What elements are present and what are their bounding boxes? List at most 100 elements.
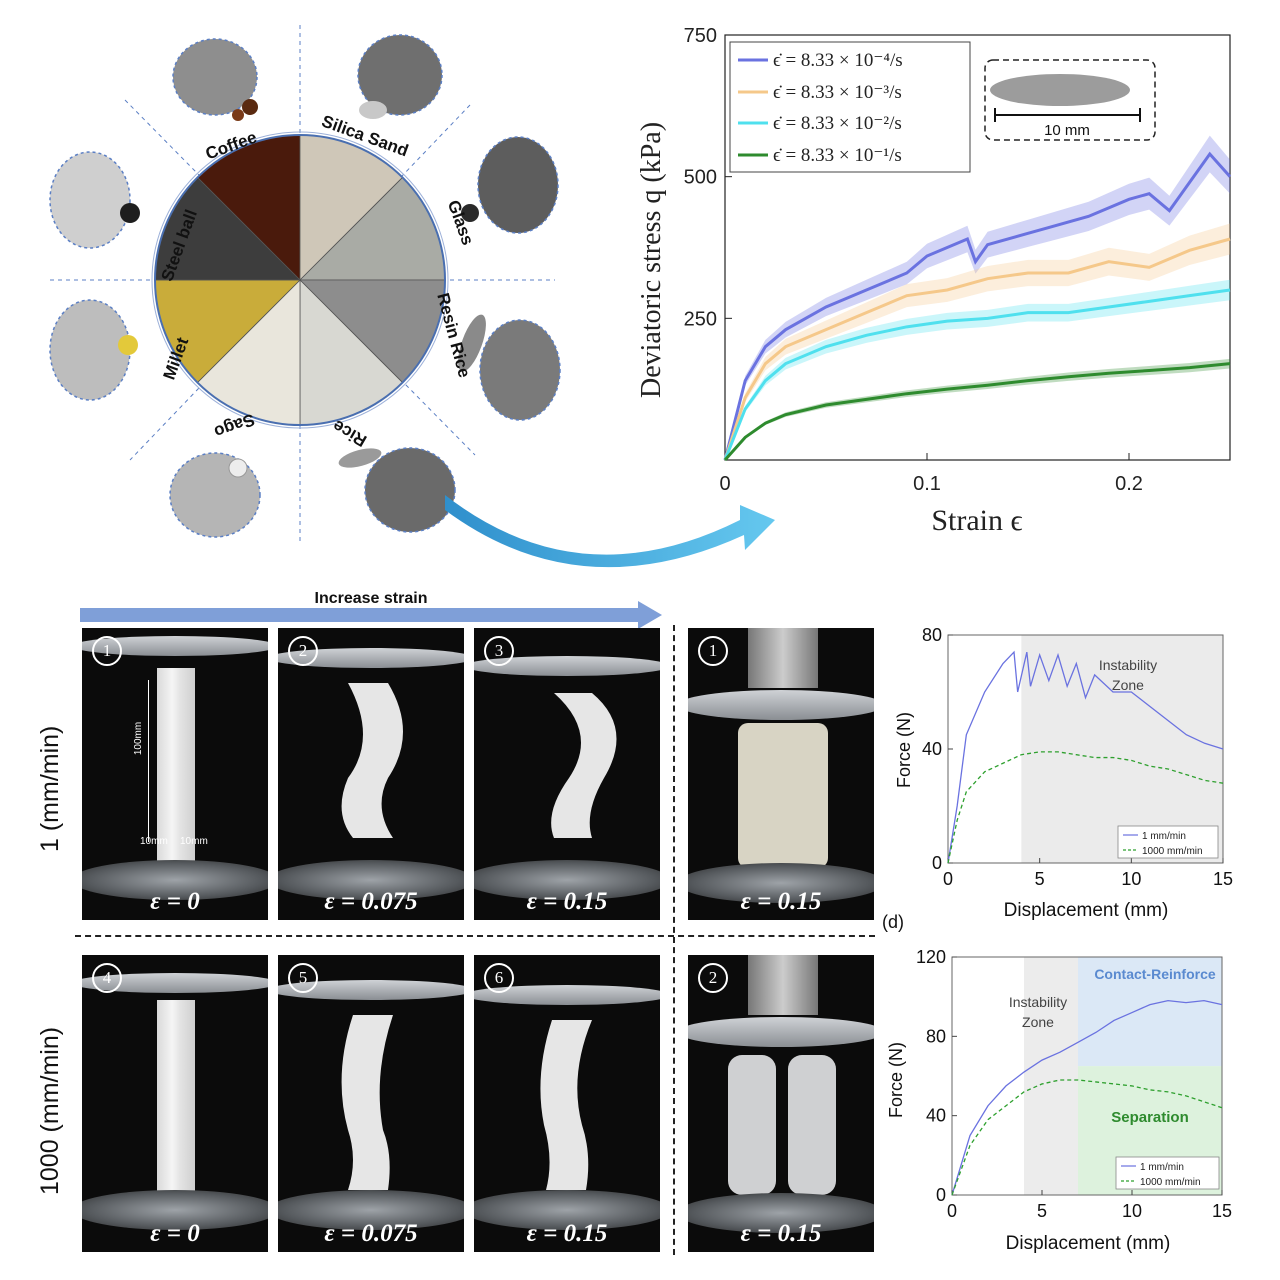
photo-panel-6: 6 ε = 0.15: [474, 955, 660, 1252]
stress-x-tick: 0.2: [1115, 473, 1143, 495]
resin-sem-image: [479, 319, 561, 421]
force-y-tick: 80: [922, 625, 942, 645]
stress-xlabel: Strain ϵ: [931, 504, 1022, 537]
legend-item-4: ϵ̇ = 8.33 × 10⁻¹/s: [773, 145, 902, 166]
photo-panel-5: 5 ε = 0.075: [278, 955, 464, 1252]
panel-number: 1: [92, 636, 122, 666]
fb-contact-label: Contact-Reinforce: [1094, 966, 1216, 982]
ft-annotation-1: Instability: [1099, 657, 1157, 673]
force-y-tick: 80: [926, 1026, 946, 1046]
panel-strain: ε = 0: [150, 1220, 200, 1247]
svg-text:1000 mm/min: 1000 mm/min: [1140, 1177, 1201, 1188]
stress-strain-chart: 0 0.1 0.2 250 500 750 Deviatoric stress q (kP…: [636, 25, 1232, 537]
millet-sem-image: [49, 299, 131, 401]
side-photo-panel-2: 2 ε = 0.15: [688, 955, 874, 1252]
force-x-tick: 5: [1037, 1201, 1047, 1221]
ft-ylabel: Force (N): [894, 712, 914, 788]
fb-xlabel: Displacement (mm): [1006, 1233, 1171, 1254]
svg-text:1 mm/min: 1 mm/min: [1142, 831, 1186, 842]
svg-text:1000 mm/min: 1000 mm/min: [1142, 846, 1203, 857]
row-label-1: 1 (mm/min): [36, 725, 64, 852]
force-x-tick: 15: [1212, 1201, 1232, 1221]
force-chart-bottom: 0 5 10 15 0 40 80 120 Contact-Reinforce Instabi…: [886, 947, 1232, 1254]
stress-x-tick: 0: [719, 473, 730, 495]
stress-series-2: [723, 237, 1231, 461]
force-y-tick: 0: [932, 853, 942, 873]
legend-item-3: ϵ̇ = 8.33 × 10⁻²/s: [773, 113, 902, 134]
panel-strain: ε = 0.15: [740, 1220, 822, 1247]
force-chart-top: 0 5 10 15 0 40 80 Instability Zone Force (N) D…: [894, 625, 1233, 921]
vertical-divider: [673, 625, 675, 1255]
rice-sem-image: [364, 447, 456, 533]
photo-panel-4: 4 ε = 0: [82, 955, 268, 1252]
photo-panel-2: 2 ε = 0.075: [278, 628, 464, 920]
materials-wheel: Coffee Silica Sand Glass Resin Rice Rice…: [49, 25, 561, 545]
silica-sem-image: [357, 34, 443, 116]
stress-y-tick: 750: [684, 25, 717, 47]
fb-separation-label: Separation: [1111, 1109, 1189, 1126]
stress-y-tick: 500: [684, 167, 717, 189]
fb-instab-label-2: Zone: [1022, 1014, 1054, 1030]
force-x-tick: 5: [1035, 869, 1045, 889]
wheel-label-sago: Sago: [212, 410, 258, 442]
panel-number: 4: [92, 963, 122, 993]
panel-number: 5: [288, 963, 318, 993]
svg-text:1 mm/min: 1 mm/min: [1140, 1162, 1184, 1173]
panel-strain: ε = 0.15: [526, 888, 608, 915]
photo-panel-3: 3 ε = 0.15: [474, 628, 660, 920]
row-label-2: 1000 (mm/min): [36, 1026, 64, 1195]
force-y-tick: 120: [916, 947, 946, 967]
coffee-sem-image: [172, 38, 258, 116]
panel-strain: ε = 0: [150, 888, 200, 915]
grain-inset: 10 mm: [984, 59, 1156, 141]
ft-annotation-2: Zone: [1112, 677, 1144, 693]
fb-legend: 1 mm/min 1000 mm/min: [1115, 1156, 1220, 1190]
increase-strain-arrow: Increase strain: [80, 590, 662, 629]
glass-sem-image: [477, 136, 559, 234]
fb-instab-label-1: Instability: [1009, 994, 1067, 1010]
force-series-1: [951, 999, 1223, 1196]
panel-strain: ε = 0.075: [324, 888, 418, 915]
stress-series-4: [723, 362, 1231, 461]
stress-x-tick: 0.1: [913, 473, 941, 495]
side-photo-panel-1: 1 ε = 0.15: [688, 628, 874, 920]
horizontal-divider: [75, 935, 875, 937]
panel-strain: ε = 0.075: [324, 1220, 418, 1247]
panel-number: 1: [698, 636, 728, 666]
force-x-tick: 10: [1121, 869, 1141, 889]
panel-strain: ε = 0.15: [526, 1220, 608, 1247]
force-y-tick: 40: [922, 739, 942, 759]
force-y-tick: 0: [936, 1185, 946, 1205]
force-x-tick: 0: [943, 869, 953, 889]
stress-y-tick: 250: [684, 308, 717, 330]
legend-item-2: ϵ̇ = 8.33 × 10⁻³/s: [773, 82, 902, 103]
panel-number: 6: [484, 963, 514, 993]
photo-panel-1: 100mm 10mm 10mm 1 ε = 0: [82, 628, 268, 920]
stress-ylabel: Deviatoric stress q (kPa): [636, 122, 667, 398]
dim-height-label: 100mm: [133, 721, 145, 756]
panel-number: 3: [484, 636, 514, 666]
curved-arrow-icon: [445, 495, 775, 568]
force-x-tick: 0: [947, 1201, 957, 1221]
legend-item-1: ϵ̇ = 8.33 × 10⁻⁴/s: [773, 50, 903, 71]
panel-number: 2: [698, 963, 728, 993]
ft-xlabel: Displacement (mm): [1004, 900, 1169, 921]
increase-strain-label: Increase strain: [314, 590, 428, 607]
stress-band-2: [725, 223, 1230, 460]
steel-sem-image: [49, 151, 131, 249]
force-x-tick: 10: [1122, 1201, 1142, 1221]
fb-ylabel: Force (N): [886, 1042, 906, 1118]
inset-scale-label: 10 mm: [1044, 122, 1090, 139]
force-x-tick: 15: [1213, 869, 1233, 889]
force-series-2: [947, 751, 1224, 864]
stress-series-3: [723, 288, 1231, 461]
stress-band-1: [725, 135, 1230, 460]
panel-tag: (d): [882, 912, 904, 932]
panel-strain: ε = 0.15: [740, 888, 822, 915]
stress-legend: ϵ̇ = 8.33 × 10⁻⁴/s ϵ̇ = 8.33 × 10⁻³/s ϵ̇…: [729, 41, 971, 173]
panel-number: 2: [288, 636, 318, 666]
force-y-tick: 40: [926, 1106, 946, 1126]
ft-legend: 1 mm/min 1000 mm/min: [1117, 825, 1219, 859]
stress-series-1: [723, 151, 1232, 461]
dim-width-right: 10mm: [180, 836, 208, 847]
